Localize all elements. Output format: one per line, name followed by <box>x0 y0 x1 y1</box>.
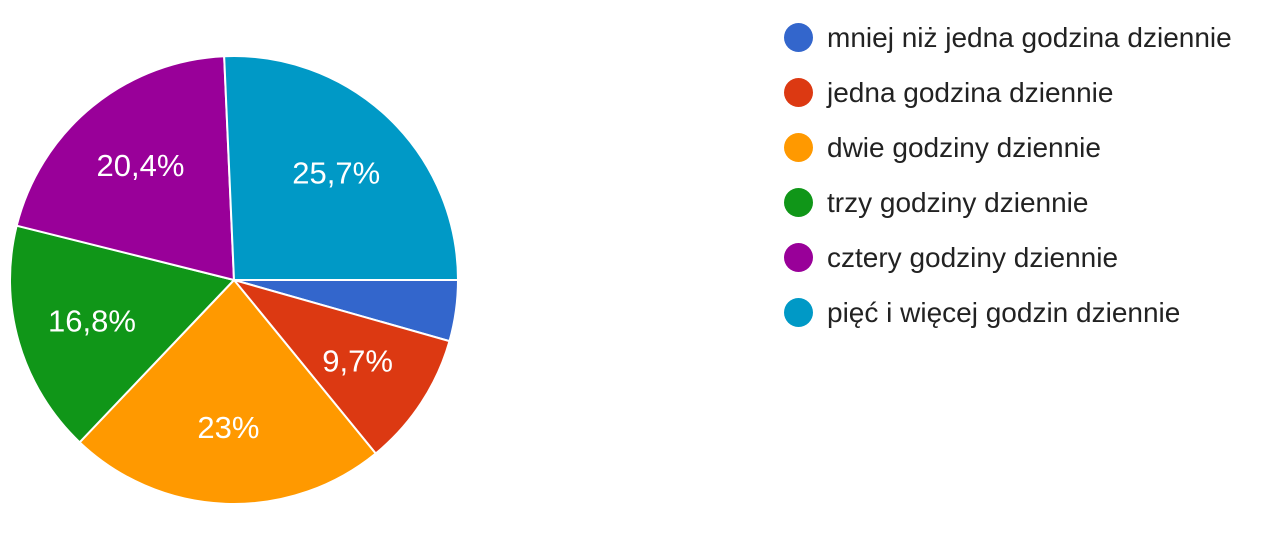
legend-swatch <box>784 133 813 162</box>
legend-swatch <box>784 298 813 327</box>
legend-swatch <box>784 243 813 272</box>
legend-item[interactable]: jedna godzina dziennie <box>784 65 1232 120</box>
legend-label: cztery godziny dziennie <box>827 241 1119 273</box>
legend-swatch <box>784 78 813 107</box>
legend-item[interactable]: dwie godziny dziennie <box>784 120 1232 175</box>
pie-chart-plot: 9,7% 23% 16,8% 20,4% 25,7% <box>9 55 460 505</box>
slice-value-label: 20,4% <box>97 148 185 183</box>
legend-item[interactable]: mniej niż jedna godzina dziennie <box>784 10 1232 65</box>
legend-swatch <box>784 188 813 217</box>
slice-value-label: 9,7% <box>322 344 393 379</box>
legend-item[interactable]: trzy godziny dziennie <box>784 175 1232 230</box>
pie-slice[interactable] <box>78 278 378 505</box>
legend-label: trzy godziny dziennie <box>827 186 1089 218</box>
pie-slice[interactable] <box>231 278 451 455</box>
legend-item[interactable]: cztery godziny dziennie <box>784 230 1232 285</box>
legend-label: jedna godzina dziennie <box>827 76 1114 108</box>
legend-label: dwie godziny dziennie <box>827 131 1101 163</box>
pie-slice[interactable] <box>223 55 460 281</box>
slice-value-label: 25,7% <box>292 156 380 191</box>
pie-slice[interactable] <box>9 224 236 444</box>
pie-slice[interactable] <box>15 55 236 282</box>
legend: mniej niż jedna godzina dziennie jedna g… <box>784 10 1232 340</box>
legend-swatch <box>784 23 813 52</box>
legend-item[interactable]: pięć i więcej godzin dziennie <box>784 285 1232 340</box>
legend-label: mniej niż jedna godzina dziennie <box>827 21 1232 53</box>
slice-value-label: 23% <box>197 410 259 445</box>
legend-label: pięć i więcej godzin dziennie <box>827 296 1181 328</box>
slice-value-label: 16,8% <box>48 304 136 339</box>
